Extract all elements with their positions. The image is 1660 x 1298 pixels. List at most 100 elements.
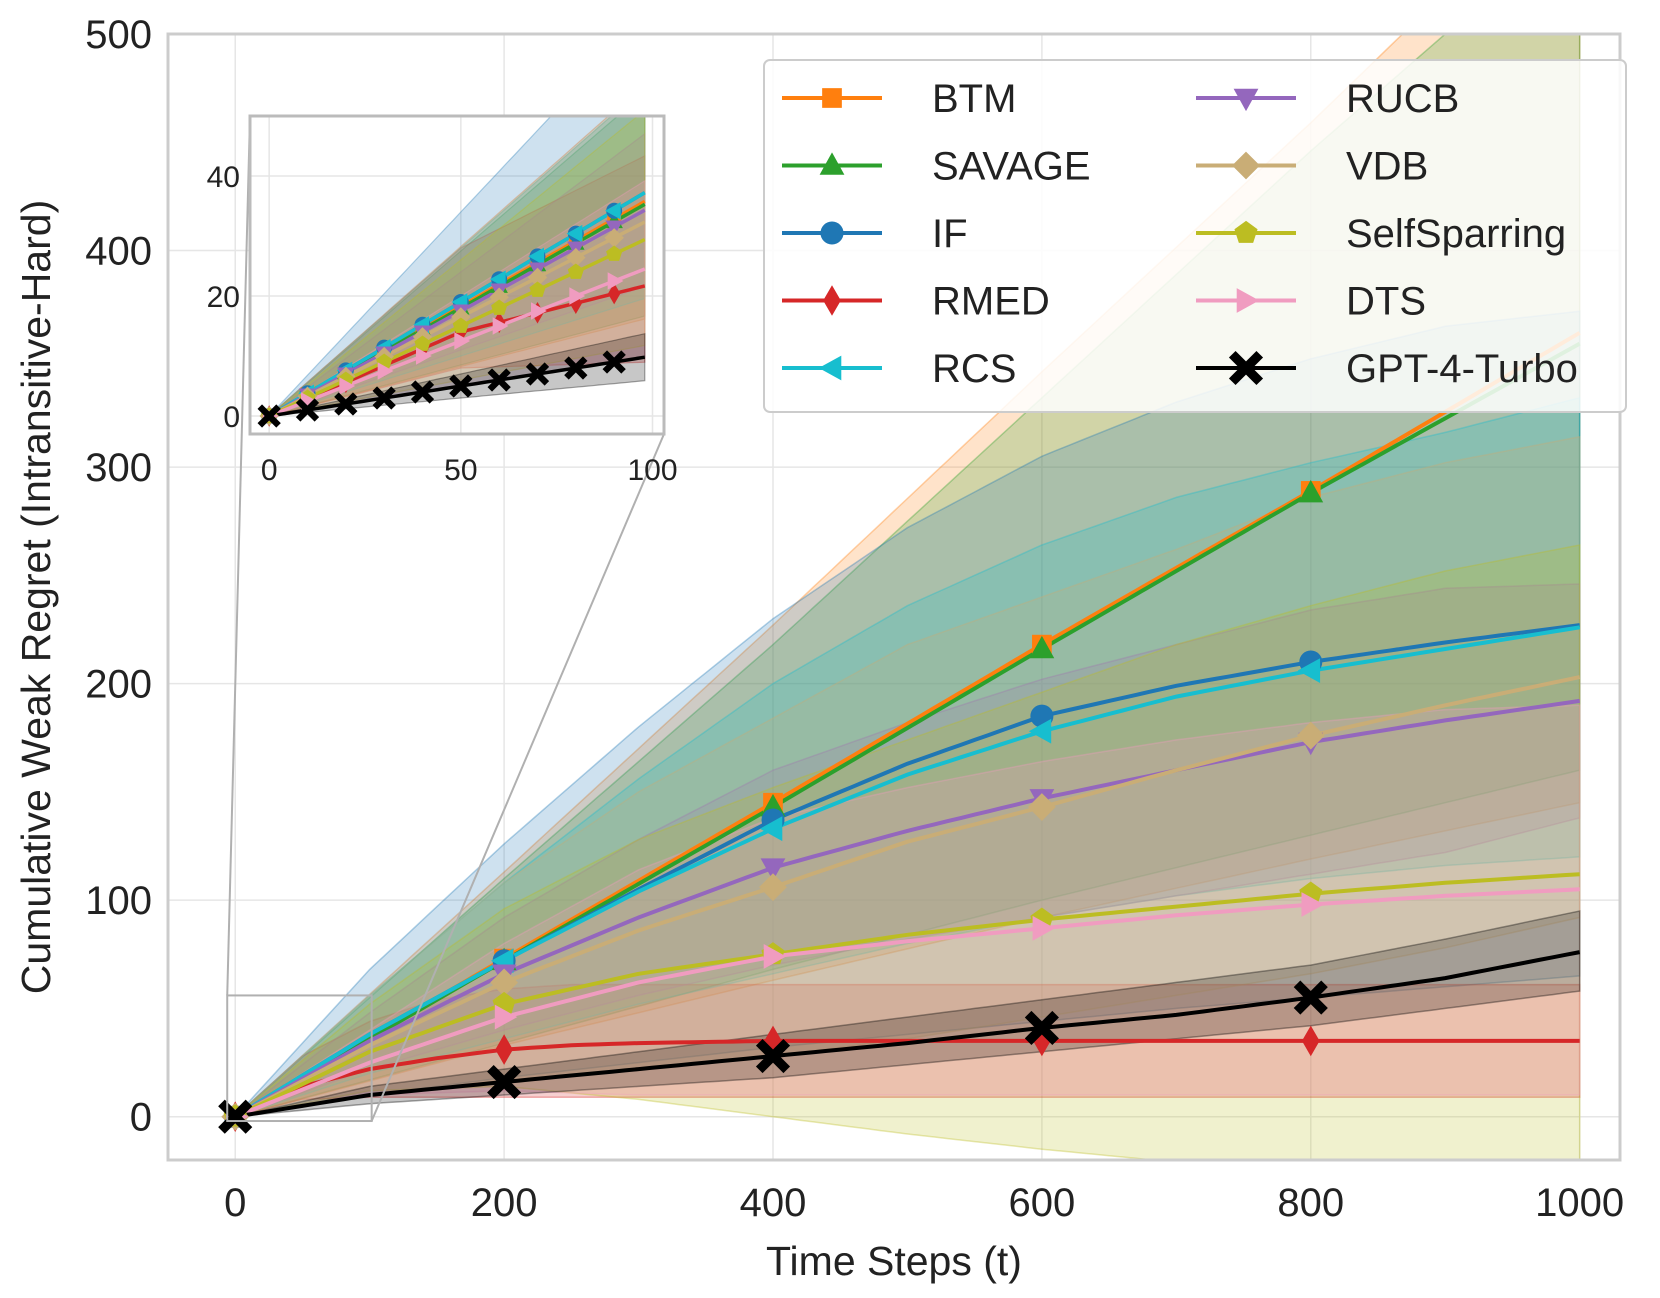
inset-band-selfsparring: [268, 116, 646, 417]
legend-swatch-marker: [819, 152, 845, 175]
marker-savage: [1029, 635, 1055, 659]
marker-gpt-4-turbo: [487, 1064, 522, 1100]
legend-item-rmed: RMED: [782, 280, 1050, 324]
legend-item-rcs: RCS: [782, 347, 1016, 391]
x-tick-label: 400: [740, 1181, 807, 1225]
y-tick-label: 200: [85, 663, 152, 707]
legend-label: BTM: [932, 77, 1016, 121]
legend: BTM SAVAGE IF RMED RCS RUCB VDB SelfSparring DTS…: [763, 59, 1627, 413]
inset-marker-dts: [377, 362, 394, 380]
marker-rucb: [760, 858, 786, 881]
x-tick-label: 1000: [1535, 1181, 1624, 1225]
x-tick-label: 800: [1277, 1181, 1344, 1225]
inset-marker-selfsparring: [491, 299, 508, 315]
legend-item-savage: SAVAGE: [782, 145, 1091, 189]
legend-item-gpt-4-turbo: GPT-4-Turbo: [1196, 347, 1578, 391]
legend-label: SAVAGE: [932, 145, 1091, 189]
inset-marker-rcs: [566, 224, 583, 243]
inset-marker-gpt-4-turbo: [372, 386, 396, 410]
marker-dts: [763, 944, 787, 969]
inset-marker-rcs: [604, 202, 621, 220]
marker-savage: [1298, 479, 1324, 503]
legend-item-rucb: RUCB: [1196, 77, 1459, 121]
inset-marker-dts: [416, 347, 432, 365]
zoom-region-box: [226, 994, 373, 1123]
inset-marker-dts: [339, 377, 356, 395]
marker-dts: [1032, 915, 1056, 941]
legend-label: GPT-4-Turbo: [1346, 347, 1578, 391]
inset-markers: [257, 202, 626, 428]
line-dts: [234, 887, 1580, 1119]
line-vdb: [234, 675, 1581, 1119]
marker-rmed: [495, 1034, 513, 1065]
inset-marker-gpt-4-turbo: [449, 374, 473, 398]
inset-marker-rmed: [607, 282, 621, 305]
zoom-connector: [370, 433, 665, 1122]
series-lines: [234, 331, 1581, 1119]
y-tick-label: 100: [85, 879, 152, 923]
y-tick-label: 300: [85, 446, 152, 490]
legend-swatch-marker: [818, 355, 842, 381]
legend-item-selfsparring: SelfSparring: [1196, 212, 1566, 256]
legend-swatch-marker: [822, 88, 842, 108]
legend-label: SelfSparring: [1346, 212, 1566, 256]
inset-marker-selfsparring: [606, 245, 623, 261]
legend-swatch-marker: [1233, 88, 1259, 112]
legend-item-dts: DTS: [1196, 280, 1426, 324]
legend-box: [763, 59, 1627, 413]
legend-swatch-marker: [1232, 151, 1260, 180]
inset-marker-gpt-4-turbo: [257, 404, 281, 428]
marker-dts: [1301, 892, 1324, 917]
legend-label: RUCB: [1346, 77, 1459, 121]
marker-rcs: [1028, 718, 1052, 744]
x-tick-label: 0: [224, 1181, 246, 1225]
y-tick-label: 500: [85, 13, 152, 57]
inset-band-rmed: [268, 154, 646, 417]
inset-marker-gpt-4-turbo: [334, 392, 358, 416]
inset-y-tick-label: 0: [223, 401, 240, 434]
line-rmed: [234, 1038, 1580, 1119]
legend-item-vdb: VDB: [1196, 145, 1428, 189]
legend-label: DTS: [1346, 280, 1426, 324]
inset-marker-dts: [569, 287, 586, 305]
inset-marker-selfsparring: [414, 335, 431, 351]
legend-swatch-marker: [1236, 288, 1260, 313]
zoom-indicator: [226, 115, 665, 1123]
legend-label: IF: [932, 212, 968, 256]
marker-vdb: [1296, 721, 1325, 750]
y-axis-label: Cumulative Weak Regret (Intransitive-Har…: [13, 200, 59, 994]
inset-frame: [248, 114, 666, 436]
inset-marker-rcs: [489, 270, 506, 288]
inset-marker-gpt-4-turbo: [295, 398, 320, 422]
legend-item-if: IF: [782, 212, 968, 256]
marker-gpt-4-turbo: [755, 1039, 791, 1074]
inset-marker-gpt-4-turbo: [487, 368, 511, 392]
legend-swatch-marker: [1228, 350, 1264, 386]
line-selfsparring: [234, 872, 1580, 1119]
series-markers: [218, 479, 1328, 1134]
line-gpt-4-turbo: [234, 950, 1581, 1119]
legend-label: RMED: [932, 280, 1050, 324]
marker-gpt-4-turbo: [218, 1099, 253, 1134]
line-rucb: [234, 698, 1580, 1119]
legend-item-btm: BTM: [782, 77, 1016, 121]
inset-marker-selfsparring: [529, 281, 546, 297]
inset-marker-dts: [454, 332, 471, 350]
legend-swatch-marker: [823, 285, 841, 316]
zoom-connector: [226, 115, 251, 996]
band-if: [233, 310, 1581, 1118]
band-gpt-4-turbo: [235, 910, 1581, 1118]
inset-marker-rcs: [528, 247, 544, 266]
x-tick-label: 200: [471, 1181, 538, 1225]
inset-marker-dts: [607, 272, 624, 290]
x-axis-label: Time Steps (t): [766, 1238, 1022, 1284]
inset-marker-gpt-4-turbo: [602, 350, 626, 374]
inset-marker-dts: [492, 317, 509, 335]
inset-x-tick-label: 0: [261, 454, 278, 487]
inset-marker-selfsparring: [452, 317, 469, 333]
marker-gpt-4-turbo: [1293, 980, 1328, 1015]
line-rcs: [234, 625, 1581, 1119]
inset-marker-gpt-4-turbo: [564, 356, 588, 380]
